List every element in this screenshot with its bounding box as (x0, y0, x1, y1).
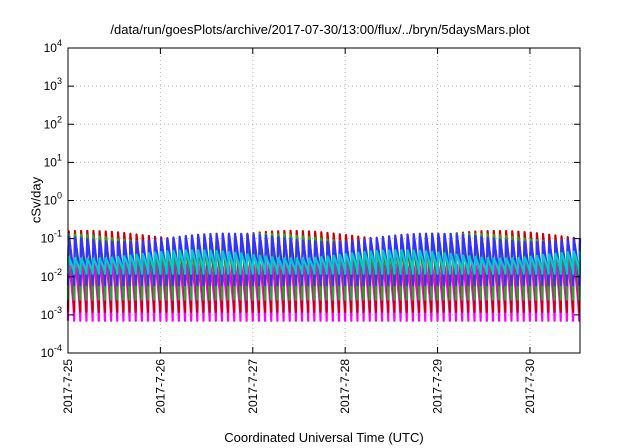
x-tick-label: 2017-7-29 (431, 359, 445, 414)
y-tick-label: 101 (44, 152, 62, 169)
x-tick-label: 2017-7-25 (61, 359, 75, 414)
series-line (66, 249, 582, 275)
y-tick-label: 10-2 (41, 267, 62, 284)
x-tick-label: 2017-7-26 (153, 359, 167, 414)
y-tick-label: 100 (44, 191, 62, 208)
y-tick-label: 103 (44, 76, 62, 93)
x-tick-label: 2017-7-28 (338, 359, 352, 414)
x-axis-label: Coordinated Universal Time (UTC) (224, 430, 424, 445)
x-tick-label: 2017-7-30 (523, 359, 537, 414)
y-tick-label: 10-4 (41, 343, 62, 360)
y-tick-label: 10-1 (41, 229, 62, 246)
chart-title: /data/run/goesPlots/archive/2017-07-30/1… (110, 22, 530, 37)
grid-lines (68, 48, 580, 353)
y-tick-label: 10-3 (41, 305, 62, 322)
series-lines (66, 229, 582, 322)
axis-ticks: 10-4 10-3 10-2 10-1 100 101 102 103 104 2017-7-25… (41, 38, 580, 414)
y-tick-label: 102 (44, 114, 62, 131)
y-tick-label: 104 (44, 38, 62, 55)
x-tick-label: 2017-7-27 (246, 359, 260, 414)
y-axis-label: cSv/day (28, 176, 44, 224)
